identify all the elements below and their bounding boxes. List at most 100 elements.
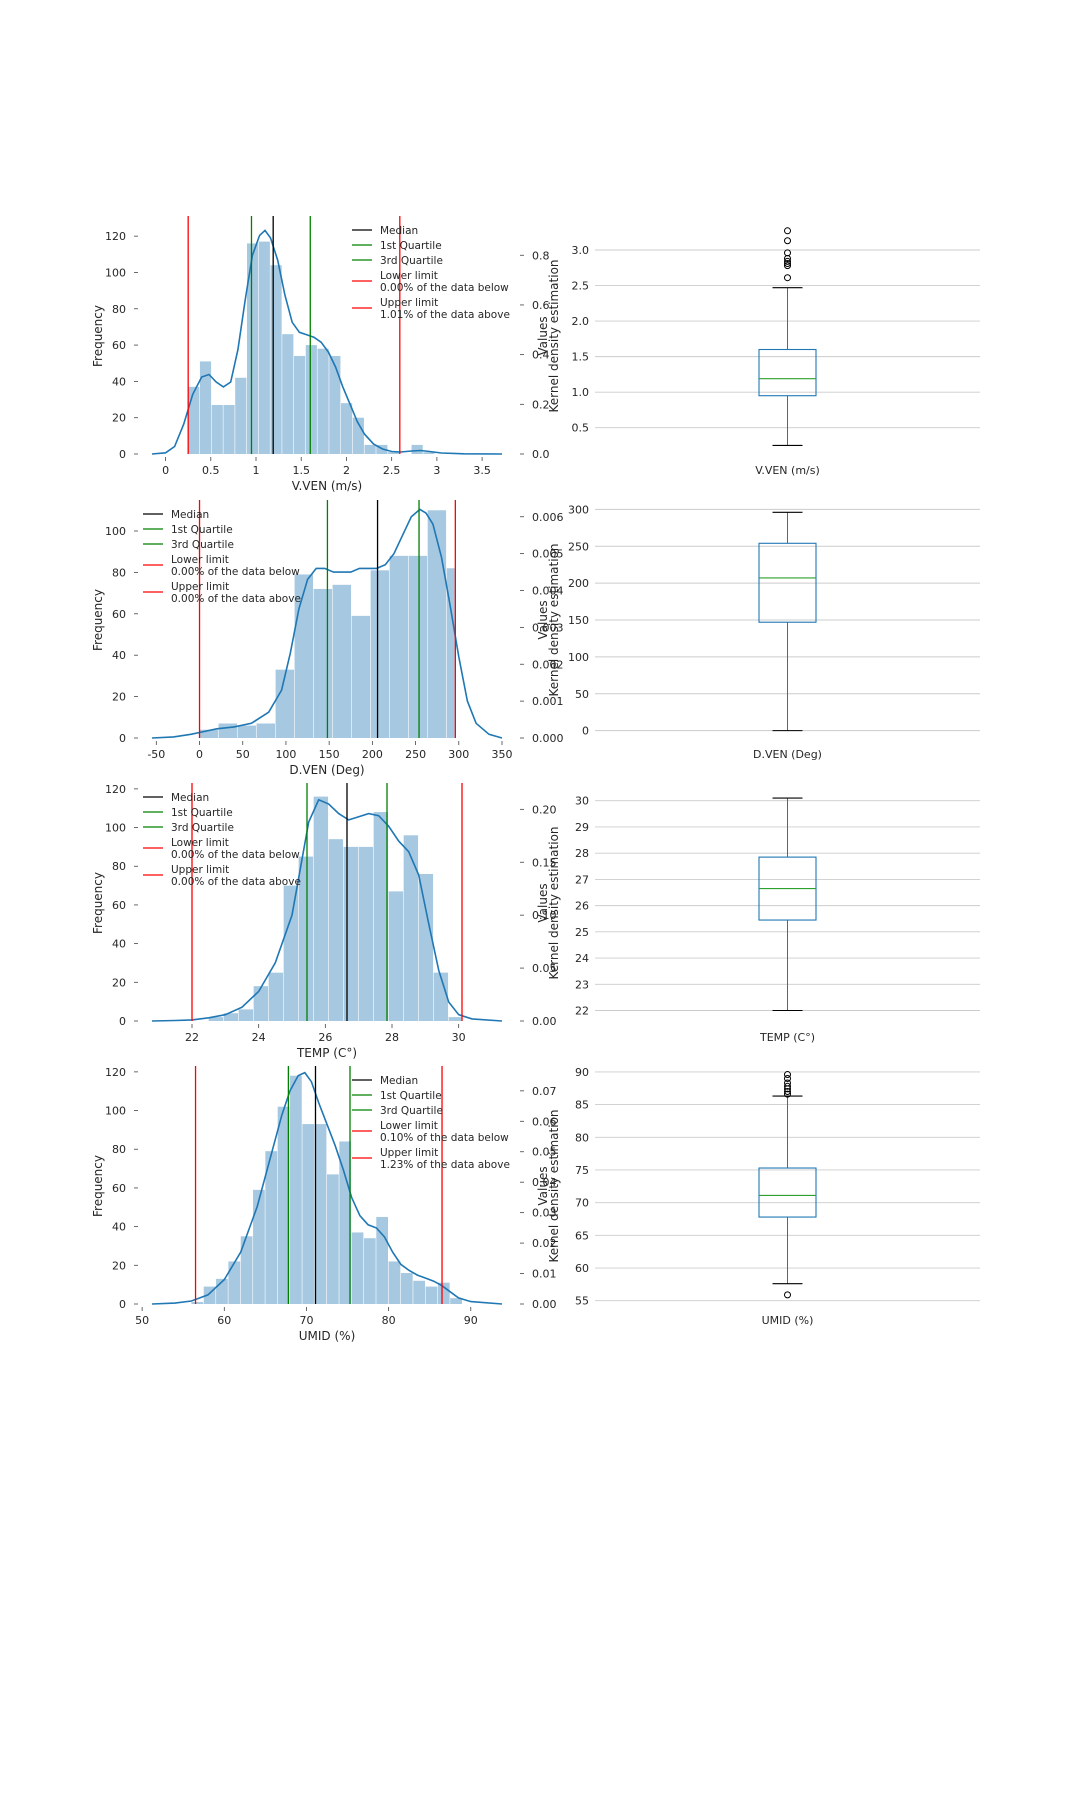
- x-tick-label: 50: [236, 748, 250, 761]
- legend-label: 0.00% of the data below: [171, 849, 300, 861]
- histogram-bar: [258, 241, 270, 454]
- legend-label: Lower limit: [380, 1120, 438, 1132]
- y-tick-label: 0: [119, 1298, 126, 1311]
- histogram-bar: [305, 345, 317, 454]
- y2-axis-label: Kernel density estimation: [547, 259, 561, 412]
- boxplot-panel: 22 23 24 25 26 27 28 29 30 Values TEMP (C°): [536, 795, 980, 1044]
- y-tick-label: 80: [112, 303, 126, 316]
- histogram-bar: [376, 1216, 389, 1304]
- legend-label: 0.00% of the data above: [171, 593, 301, 605]
- legend-label: Lower limit: [171, 554, 229, 566]
- histogram-panel: -50 0 50 100 150 200 250 300 350 D.VEN (Deg) 0 20 40…: [91, 500, 564, 777]
- histogram-bar: [246, 243, 259, 454]
- y-tick-label: 0: [119, 1015, 126, 1028]
- x-tick-label: 150: [319, 748, 340, 761]
- y-tick-label: 29: [575, 821, 589, 834]
- histogram-bar: [327, 1174, 339, 1304]
- y-axis-label: Frequency: [91, 305, 105, 367]
- histogram-panel: 0 0.5 1 1.5 2 2.5 3 3.5 V.VEN (m/s) 0 20 40 60 80 100 1…: [91, 216, 561, 493]
- y-tick-label: 80: [112, 860, 126, 873]
- x-tick-label: TEMP (C°): [759, 1031, 815, 1044]
- y-tick-label: 150: [568, 614, 589, 627]
- x-tick-label: 60: [217, 1314, 231, 1327]
- legend-label: Median: [380, 225, 418, 237]
- outlier-point: [784, 262, 791, 270]
- y2-tick-label: 0.003: [532, 621, 564, 634]
- histogram-panel: 22 24 26 28 30 TEMP (C°) 0 20 40 60 80 100 120 Freque…: [91, 783, 561, 1060]
- y-tick-label: 60: [112, 608, 126, 621]
- boxplot-panel: 0 50 100 150 200 250 300 Values D.VEN (Deg): [536, 503, 980, 761]
- histogram-bar: [389, 555, 409, 738]
- y-axis-label: Values: [536, 316, 550, 355]
- y-tick-label: 30: [575, 795, 589, 808]
- histogram-bar: [218, 723, 237, 738]
- y2-tick-label: 0.01: [532, 1268, 557, 1281]
- histogram-bar: [388, 1261, 401, 1304]
- y2-tick-label: 0.001: [532, 695, 564, 708]
- histogram-panel: 50 60 70 80 90 UMID (%) 0 20 40 60 80 100 120 Frequen…: [91, 1066, 561, 1343]
- y-axis-label: Values: [536, 600, 550, 639]
- y2-axis-label: Kernel density estimation: [547, 1109, 561, 1262]
- legend-label: Upper limit: [171, 864, 229, 876]
- histogram-bar: [313, 796, 329, 1021]
- y-tick-label: 80: [112, 566, 126, 579]
- y-tick-label: 100: [568, 651, 589, 664]
- y-tick-label: 0.5: [572, 422, 590, 435]
- outlier-point: [784, 1088, 791, 1096]
- legend-label: 0.00% of the data below: [380, 282, 509, 294]
- histogram-bar: [418, 873, 434, 1021]
- y-tick-label: 25: [575, 926, 589, 939]
- y-tick-label: 60: [112, 899, 126, 912]
- y-tick-label: 1.5: [572, 351, 590, 364]
- histogram-bar: [294, 574, 314, 738]
- histogram-bar: [373, 812, 389, 1021]
- legend-label: 0.00% of the data below: [171, 566, 300, 578]
- y-tick-label: 100: [105, 822, 126, 835]
- y-tick-label: 40: [112, 375, 126, 388]
- legend-label: 0.00% of the data above: [171, 876, 301, 888]
- histogram-bar: [265, 1151, 278, 1304]
- y2-tick-label: 0.05: [532, 962, 557, 975]
- y-tick-label: 2.5: [572, 280, 590, 293]
- y-tick-label: 55: [575, 1295, 589, 1308]
- x-axis-label: TEMP (C°): [296, 1046, 357, 1060]
- histogram-bar: [413, 1280, 425, 1304]
- y2-tick-label: 0.006: [532, 511, 564, 524]
- histogram-bar: [256, 723, 275, 738]
- y-tick-label: 65: [575, 1229, 589, 1242]
- y-tick-label: 40: [112, 938, 126, 951]
- x-tick-label: 22: [185, 1031, 199, 1044]
- y-tick-label: 2.0: [572, 315, 590, 328]
- x-tick-label: 50: [135, 1314, 149, 1327]
- legend-label: 1st Quartile: [380, 1090, 442, 1102]
- histogram-bar: [448, 1017, 462, 1021]
- y-tick-label: 23: [575, 978, 589, 991]
- y2-tick-label: 0.10: [532, 909, 557, 922]
- outlier-point: [784, 1291, 791, 1299]
- legend-label: 3rd Quartile: [171, 539, 234, 551]
- legend-label: 0.10% of the data below: [380, 1132, 509, 1144]
- y2-tick-label: 0.05: [532, 1146, 557, 1159]
- y-tick-label: 0: [119, 732, 126, 745]
- histogram-bar: [351, 1232, 364, 1304]
- histogram-bar: [302, 1124, 315, 1304]
- y2-tick-label: 0.04: [532, 1176, 557, 1189]
- legend-label: 3rd Quartile: [380, 255, 443, 267]
- y-tick-label: 70: [575, 1197, 589, 1210]
- outlier-point: [784, 259, 791, 267]
- x-tick-label: 200: [362, 748, 383, 761]
- histogram-bar: [270, 265, 282, 454]
- y-tick-label: 20: [112, 1259, 126, 1272]
- y-tick-label: 60: [112, 1182, 126, 1195]
- y2-tick-label: 0.00: [532, 1015, 557, 1028]
- kde-line: [151, 798, 503, 1022]
- histogram-bar: [364, 444, 376, 454]
- y-tick-label: 20: [112, 412, 126, 425]
- kde-line: [151, 229, 503, 455]
- kde-line: [151, 1071, 503, 1305]
- x-tick-label: 3: [433, 464, 440, 477]
- legend: Median 1st Quartile 3rd Quartile Lower limi…: [143, 509, 301, 605]
- legend-label: 1st Quartile: [171, 807, 233, 819]
- legend-label: Lower limit: [171, 837, 229, 849]
